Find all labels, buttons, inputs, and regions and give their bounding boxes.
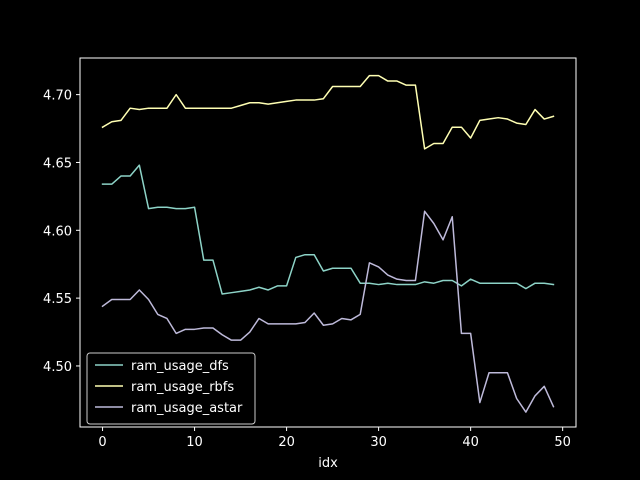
axes-frame [79,57,577,428]
legend: ram_usage_dfs ram_usage_rbfs ram_usage_ast… [86,352,256,425]
series-line-ram_usage_astar [101,210,555,413]
x-tick-label: 10 [186,435,203,450]
legend-box [86,352,256,425]
series-line-ram_usage_dfs [101,164,555,295]
x-axis: 0 10 20 30 40 50 [98,427,571,450]
x-tick-label: 0 [98,435,106,450]
x-tick-label: 30 [370,435,387,450]
legend-label: ram_usage_dfs [131,359,229,374]
legend-label: ram_usage_astar [131,401,243,416]
x-tick-label: 40 [462,435,479,450]
y-tick-label: 4.50 [43,360,72,375]
y-axis: 4.50 4.55 4.60 4.65 4.70 [43,89,80,375]
series-line-ram_usage_rbfs [101,74,555,150]
y-tick-label: 4.70 [43,89,72,104]
series-layer [101,74,555,413]
x-axis-label: idx [318,456,338,471]
y-tick-label: 4.55 [43,292,72,307]
x-tick-label: 50 [554,435,571,450]
legend-label: ram_usage_rbfs [131,380,234,395]
y-tick-label: 4.60 [43,224,72,239]
x-tick-label: 20 [278,435,295,450]
y-tick-label: 4.65 [43,156,72,171]
